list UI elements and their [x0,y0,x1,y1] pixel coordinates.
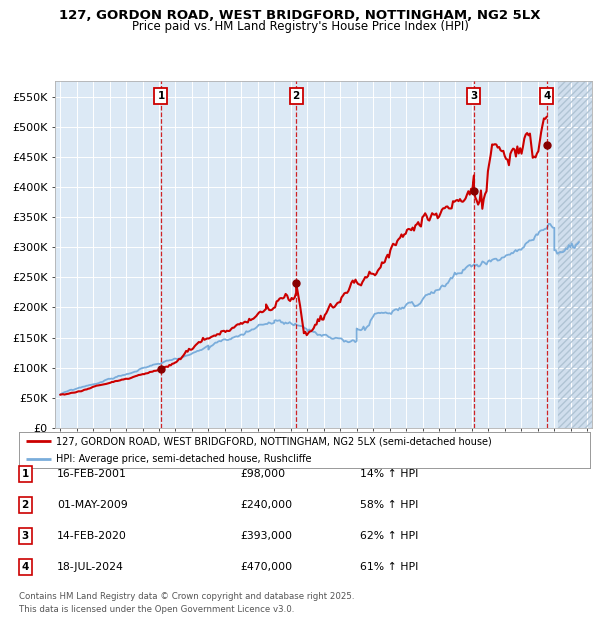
Text: 3: 3 [22,531,29,541]
Bar [559,81,600,428]
Text: 58% ↑ HPI: 58% ↑ HPI [360,500,418,510]
Text: 16-FEB-2001: 16-FEB-2001 [57,469,127,479]
Text: Contains HM Land Registry data © Crown copyright and database right 2025.: Contains HM Land Registry data © Crown c… [19,592,355,601]
Text: 127, GORDON ROAD, WEST BRIDGFORD, NOTTINGHAM, NG2 5LX: 127, GORDON ROAD, WEST BRIDGFORD, NOTTIN… [59,9,541,22]
Text: 61% ↑ HPI: 61% ↑ HPI [360,562,418,572]
Text: £98,000: £98,000 [240,469,285,479]
Text: This data is licensed under the Open Government Licence v3.0.: This data is licensed under the Open Gov… [19,604,295,614]
Text: HPI: Average price, semi-detached house, Rushcliffe: HPI: Average price, semi-detached house,… [56,454,312,464]
Text: Price paid vs. HM Land Registry's House Price Index (HPI): Price paid vs. HM Land Registry's House … [131,20,469,33]
Text: 18-JUL-2024: 18-JUL-2024 [57,562,124,572]
Text: 62% ↑ HPI: 62% ↑ HPI [360,531,418,541]
Text: 4: 4 [543,91,550,101]
Text: 14-FEB-2020: 14-FEB-2020 [57,531,127,541]
Text: 2: 2 [22,500,29,510]
Text: £470,000: £470,000 [240,562,292,572]
Text: 14% ↑ HPI: 14% ↑ HPI [360,469,418,479]
Text: 127, GORDON ROAD, WEST BRIDGFORD, NOTTINGHAM, NG2 5LX (semi-detached house): 127, GORDON ROAD, WEST BRIDGFORD, NOTTIN… [56,436,492,446]
Bar [559,81,600,428]
Text: 3: 3 [470,91,478,101]
Text: 1: 1 [157,91,164,101]
Text: £240,000: £240,000 [240,500,292,510]
Text: £393,000: £393,000 [240,531,292,541]
Text: 4: 4 [22,562,29,572]
Text: 1: 1 [22,469,29,479]
Text: 2: 2 [293,91,300,101]
Text: 01-MAY-2009: 01-MAY-2009 [57,500,128,510]
